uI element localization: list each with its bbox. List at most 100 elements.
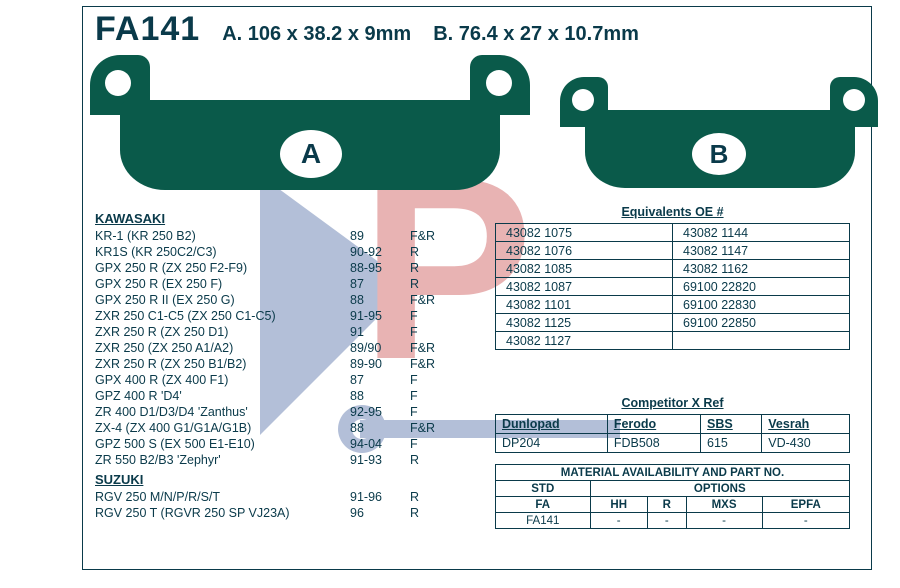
fitment-model: GPX 250 R (ZX 250 F2-F9): [95, 260, 350, 276]
material-option-header: R: [647, 497, 686, 513]
fitment-years: 91-95: [350, 308, 410, 324]
fitment-position: F&R: [410, 356, 460, 372]
fitment-row: RGV 250 M/N/P/R/S/T91-96R: [95, 489, 485, 505]
fitment-position: F&R: [410, 340, 460, 356]
fitment-row: ZR 550 B2/B3 'Zephyr'91-93R: [95, 452, 485, 468]
xref-section: Competitor X Ref DunlopadFerodoSBSVesrah…: [495, 396, 850, 453]
fitment-row: GPZ 500 S (EX 500 E1-E10)94-04F: [95, 436, 485, 452]
fitment-position: F&R: [410, 420, 460, 436]
part-number: FA141: [95, 10, 200, 49]
fitment-years: 88: [350, 420, 410, 436]
fitment-years: 88-95: [350, 260, 410, 276]
fitment-model: ZX-4 (ZX 400 G1/G1A/G1B): [95, 420, 350, 436]
equiv-cell: 43082 1076: [496, 242, 673, 260]
material-option-value: -: [647, 513, 686, 529]
material-option-value: -: [590, 513, 647, 529]
material-title: MATERIAL AVAILABILITY AND PART NO.: [496, 465, 850, 481]
brand-heading: SUZUKI: [95, 472, 485, 487]
fitment-model: GPZ 400 R 'D4': [95, 388, 350, 404]
fitment-model: ZR 550 B2/B3 'Zephyr': [95, 452, 350, 468]
dimension-a: A. 106 x 38.2 x 9mm: [222, 23, 411, 46]
fitment-model: GPX 250 R II (EX 250 G): [95, 292, 350, 308]
fitment-years: 90-92: [350, 244, 410, 260]
fitment-years: 96: [350, 505, 410, 521]
fitment-position: R: [410, 489, 460, 505]
fitment-model: KR1S (KR 250C2/C3): [95, 244, 350, 260]
pad-b-label: B: [692, 133, 746, 175]
fitment-row: ZR 400 D1/D3/D4 'Zanthus'92-95F: [95, 404, 485, 420]
fitment-years: 92-95: [350, 404, 410, 420]
fitment-row: KR-1 (KR 250 B2)89F&R: [95, 228, 485, 244]
fitment-position: F: [410, 388, 460, 404]
brand-heading: KAWASAKI: [95, 211, 485, 226]
material-option-header: MXS: [686, 497, 762, 513]
fitment-model: RGV 250 M/N/P/R/S/T: [95, 489, 350, 505]
fitment-row: KR1S (KR 250C2/C3)90-92R: [95, 244, 485, 260]
equivalents-title: Equivalents OE #: [495, 205, 850, 219]
fitment-years: 91-93: [350, 452, 410, 468]
fitment-years: 89-90: [350, 356, 410, 372]
fitment-model: GPX 250 R (EX 250 F): [95, 276, 350, 292]
equiv-cell: 43082 1162: [673, 260, 850, 278]
fitment-row: GPZ 400 R 'D4'88F: [95, 388, 485, 404]
fitment-row: ZXR 250 R (ZX 250 D1)91F: [95, 324, 485, 340]
fitment-years: 87: [350, 276, 410, 292]
xref-header: Dunlopad: [496, 415, 608, 434]
fitment-position: R: [410, 244, 460, 260]
fitment-model: KR-1 (KR 250 B2): [95, 228, 350, 244]
fitment-list: KAWASAKI KR-1 (KR 250 B2)89F&RKR1S (KR 25…: [95, 207, 485, 521]
equivalents-section: Equivalents OE # 43082 107543082 1144430…: [495, 205, 850, 350]
fitment-row: RGV 250 T (RGVR 250 SP VJ23A)96R: [95, 505, 485, 521]
material-section: MATERIAL AVAILABILITY AND PART NO. STD O…: [495, 464, 850, 529]
fitment-position: F: [410, 404, 460, 420]
material-options-label: OPTIONS: [590, 481, 849, 497]
fitment-position: F&R: [410, 292, 460, 308]
fitment-model: GPZ 500 S (EX 500 E1-E10): [95, 436, 350, 452]
xref-header: SBS: [701, 415, 762, 434]
fitment-position: R: [410, 452, 460, 468]
material-option-header: EPFA: [762, 497, 849, 513]
fitment-position: R: [410, 260, 460, 276]
fitment-position: F: [410, 324, 460, 340]
fitment-model: RGV 250 T (RGVR 250 SP VJ23A): [95, 505, 350, 521]
equiv-cell: 69100 22830: [673, 296, 850, 314]
fitment-position: R: [410, 276, 460, 292]
xref-value: FDB508: [607, 434, 700, 453]
xref-title: Competitor X Ref: [495, 396, 850, 410]
material-std-label: STD: [496, 481, 591, 497]
pad-a-label: A: [280, 130, 342, 178]
fitment-model: ZXR 250 R (ZX 250 B1/B2): [95, 356, 350, 372]
fitment-model: ZXR 250 (ZX 250 A1/A2): [95, 340, 350, 356]
fitment-position: F: [410, 436, 460, 452]
fitment-row: GPX 250 R (ZX 250 F2-F9)88-95R: [95, 260, 485, 276]
xref-value: VD-430: [762, 434, 850, 453]
xref-value: DP204: [496, 434, 608, 453]
equiv-cell: 69100 22820: [673, 278, 850, 296]
material-table: MATERIAL AVAILABILITY AND PART NO. STD O…: [495, 464, 850, 529]
fitment-row: GPX 250 R (EX 250 F)87R: [95, 276, 485, 292]
equiv-cell: 43082 1085: [496, 260, 673, 278]
fitment-years: 88: [350, 292, 410, 308]
xref-value: 615: [701, 434, 762, 453]
equivalents-table: 43082 107543082 114443082 107643082 1147…: [495, 223, 850, 350]
material-option-header: HH: [590, 497, 647, 513]
fitment-years: 91: [350, 324, 410, 340]
fitment-row: ZXR 250 R (ZX 250 B1/B2)89-90F&R: [95, 356, 485, 372]
fitment-row: ZXR 250 C1-C5 (ZX 250 C1-C5)91-95F: [95, 308, 485, 324]
equiv-cell: 43082 1075: [496, 224, 673, 242]
material-option-value: -: [762, 513, 849, 529]
fitment-row: ZXR 250 (ZX 250 A1/A2)89/90F&R: [95, 340, 485, 356]
fitment-position: F&R: [410, 228, 460, 244]
fitment-row: GPX 250 R II (EX 250 G)88F&R: [95, 292, 485, 308]
fitment-row: GPX 400 R (ZX 400 F1)87F: [95, 372, 485, 388]
material-option-value: -: [686, 513, 762, 529]
fitment-years: 89/90: [350, 340, 410, 356]
xref-table: DunlopadFerodoSBSVesrah DP204FDB508615VD…: [495, 414, 850, 453]
xref-header: Vesrah: [762, 415, 850, 434]
fitment-model: ZXR 250 R (ZX 250 D1): [95, 324, 350, 340]
equiv-cell: 69100 22850: [673, 314, 850, 332]
equiv-cell: 43082 1144: [673, 224, 850, 242]
header: FA141 A. 106 x 38.2 x 9mm B. 76.4 x 27 x…: [95, 10, 639, 49]
equiv-cell: [673, 332, 850, 350]
equiv-cell: 43082 1147: [673, 242, 850, 260]
